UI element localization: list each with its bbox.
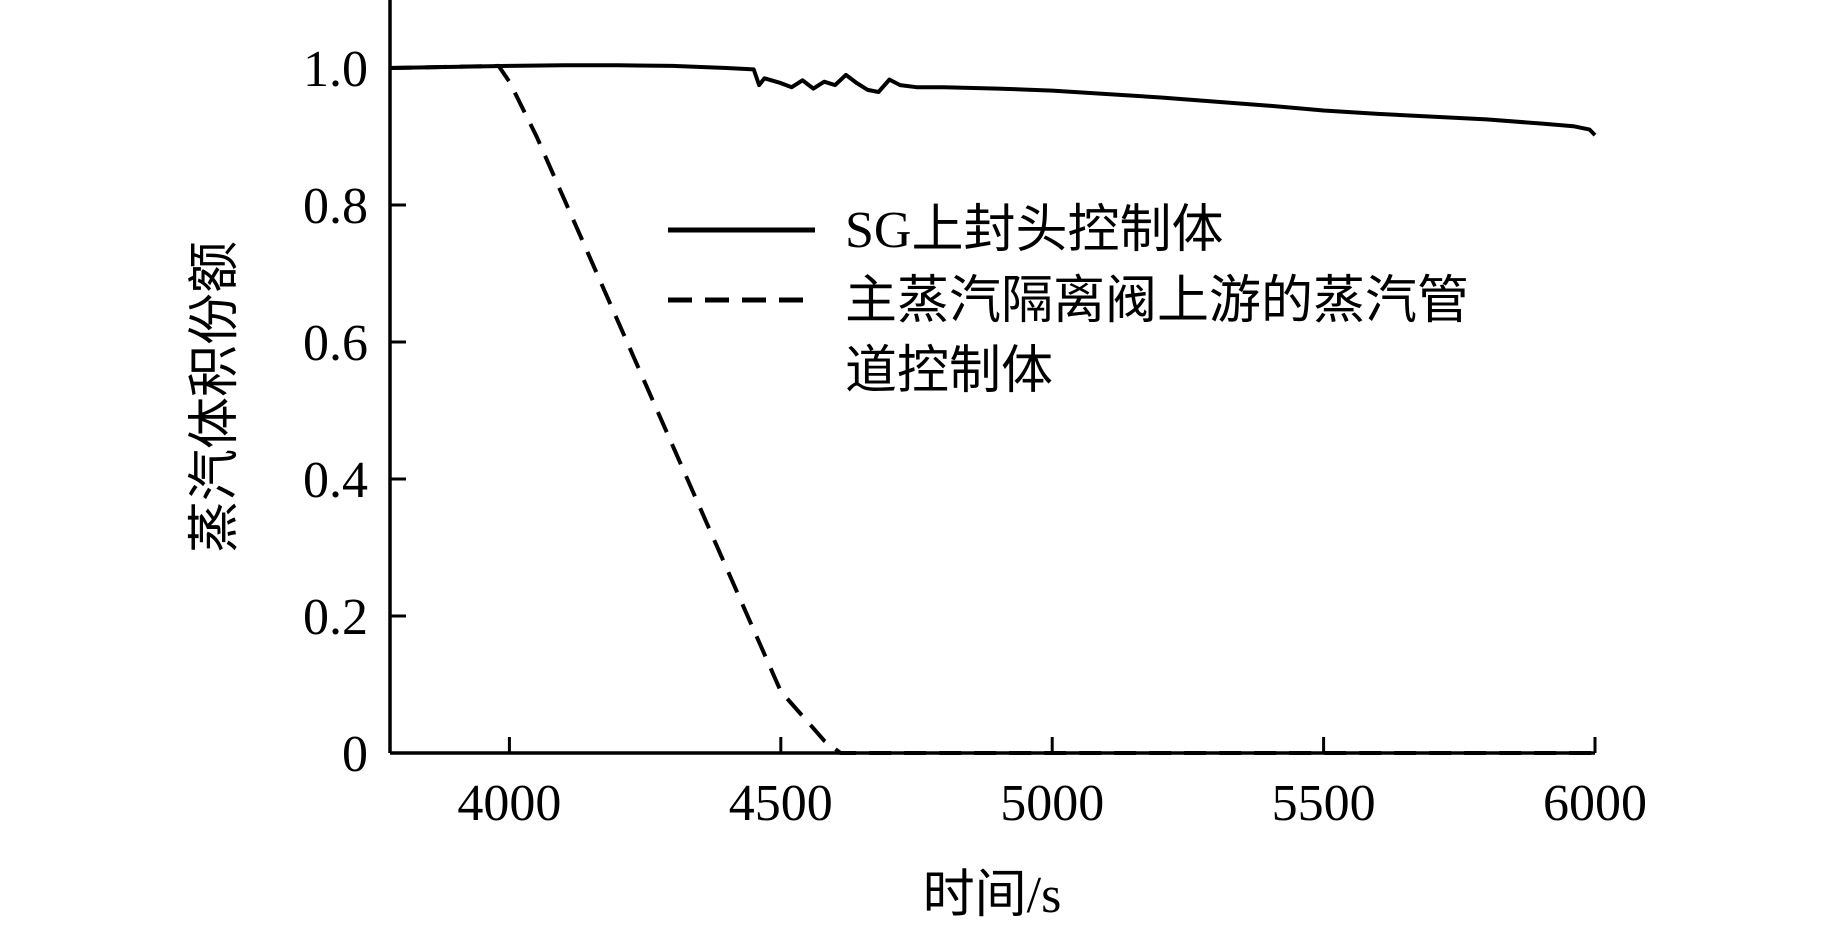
y-axis-title: 蒸汽体积份额 xyxy=(187,241,244,553)
x-tick-label-2: 5000 xyxy=(1000,775,1104,832)
y-tick-label-3: 0.6 xyxy=(303,315,368,372)
x-tick-label-4: 6000 xyxy=(1543,775,1647,832)
x-tick-label-1: 4500 xyxy=(729,775,833,832)
y-tick-label-4: 0.8 xyxy=(303,178,368,235)
legend-label-line-1: 主蒸汽隔离阀上游的蒸汽管 xyxy=(845,273,1469,330)
legend-label-steam-line: 主蒸汽隔离阀上游的蒸汽管道控制体 xyxy=(845,273,1469,400)
y-tick-label-2: 0.4 xyxy=(303,452,368,509)
x-ticks: 4000 4500 5000 5500 6000 xyxy=(457,737,1647,832)
y-tick-label-5: 1.0 xyxy=(303,41,368,98)
x-axis-title: 时间/s xyxy=(923,867,1062,924)
series-line-1 xyxy=(389,63,1595,755)
series-line-0 xyxy=(389,63,1597,137)
x-tick-label-3: 5500 xyxy=(1272,775,1376,832)
series-layer xyxy=(389,63,1597,755)
x-tick-label-0: 4000 xyxy=(457,775,561,832)
y-tick-label-0: 0 xyxy=(342,726,368,783)
y-tick-label-1: 0.2 xyxy=(303,589,368,646)
legend: SG上封头控制体 主蒸汽隔离阀上游的蒸汽管道控制体 xyxy=(668,202,1469,400)
legend-label-sg-upper-head: SG上封头控制体 xyxy=(845,202,1223,259)
legend-label-line-2: 道控制体 xyxy=(845,343,1053,400)
